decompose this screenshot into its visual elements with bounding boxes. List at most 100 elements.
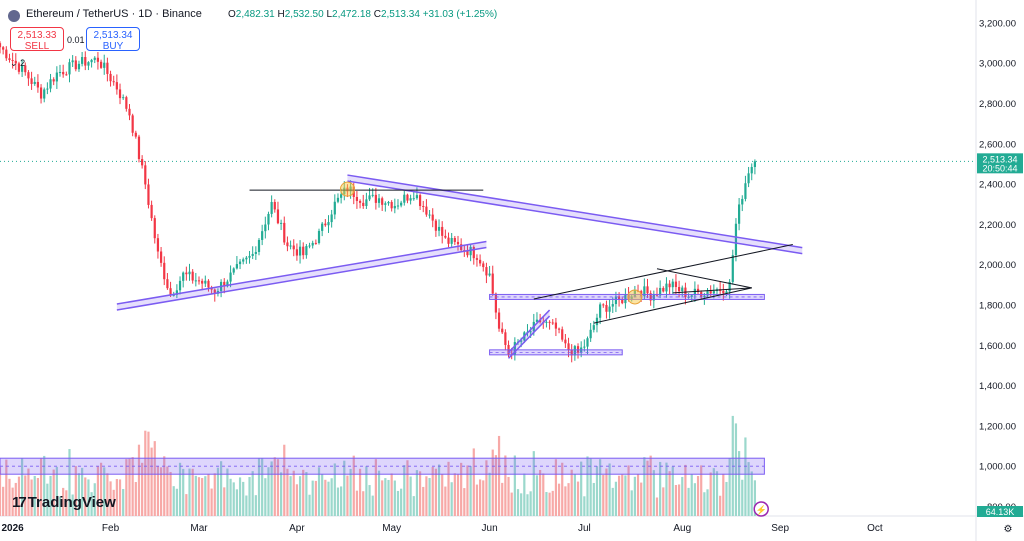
volume-bar bbox=[99, 462, 103, 516]
volume-bar bbox=[744, 437, 747, 516]
volume-bar bbox=[77, 473, 81, 516]
volume-bar bbox=[400, 488, 403, 516]
volume-bar bbox=[358, 468, 362, 516]
volume-bar bbox=[684, 464, 687, 516]
volume-bar bbox=[412, 496, 415, 516]
volume-bar bbox=[384, 478, 387, 516]
channel-fill bbox=[508, 310, 550, 359]
volume-bar bbox=[510, 492, 513, 516]
candle-body bbox=[608, 306, 611, 312]
volume-bar bbox=[340, 486, 343, 516]
y-tick-label: 1,800.00 bbox=[979, 301, 1016, 312]
volume-bar bbox=[633, 476, 636, 516]
volume-bar bbox=[677, 484, 681, 516]
candle-body bbox=[444, 235, 447, 238]
candle-body bbox=[646, 286, 649, 294]
volume-bar bbox=[153, 441, 156, 516]
candle-body bbox=[336, 197, 340, 202]
volume-bar bbox=[640, 482, 643, 516]
y-tick-label: 2,000.00 bbox=[979, 260, 1016, 271]
candle-body bbox=[567, 343, 570, 350]
volume-bar bbox=[17, 476, 21, 516]
volume-bar bbox=[74, 466, 77, 516]
candle-body bbox=[738, 204, 741, 224]
volume-bar bbox=[741, 479, 744, 516]
candle-body bbox=[77, 63, 81, 70]
volume-bar bbox=[261, 458, 264, 516]
volume-bar bbox=[137, 444, 141, 516]
candle-body bbox=[456, 241, 460, 245]
volume-bar bbox=[210, 488, 213, 516]
volume-bar bbox=[377, 470, 381, 516]
volume-bar bbox=[696, 476, 700, 516]
volume-bar bbox=[327, 481, 330, 516]
symbol-title[interactable]: Ethereum / TetherUS · 1D · Binance bbox=[26, 8, 202, 20]
volume-bar bbox=[93, 483, 96, 516]
candle-body bbox=[592, 325, 595, 330]
volume-bar bbox=[52, 469, 55, 516]
volume-bar bbox=[693, 483, 696, 516]
candle-body bbox=[84, 57, 87, 66]
candle-body bbox=[295, 249, 299, 256]
candle-body bbox=[49, 79, 52, 89]
candle-body bbox=[71, 60, 74, 63]
volume-bar bbox=[491, 449, 494, 516]
candle-body bbox=[425, 206, 428, 215]
volume-bar bbox=[223, 487, 226, 516]
volume-bar bbox=[248, 476, 251, 516]
volume-bar bbox=[494, 455, 498, 516]
volume-bar bbox=[374, 459, 377, 516]
volume-bar bbox=[0, 467, 2, 516]
volume-bar bbox=[456, 474, 460, 516]
candle-body bbox=[355, 196, 359, 201]
candle-body bbox=[422, 206, 425, 208]
candle-body bbox=[191, 271, 194, 281]
tradingview-logo[interactable]: 17 TradingView bbox=[12, 494, 116, 511]
volume-bar bbox=[24, 475, 27, 516]
volume-bar bbox=[434, 468, 437, 516]
candle-body bbox=[415, 195, 419, 199]
volume-bar bbox=[197, 477, 201, 516]
candle-body bbox=[55, 72, 58, 82]
volume-bar bbox=[49, 475, 52, 516]
volume-bar bbox=[68, 449, 71, 516]
event-marker-icon bbox=[339, 181, 355, 197]
candle-body bbox=[169, 288, 172, 296]
candle-body bbox=[655, 294, 659, 296]
candle-body bbox=[460, 244, 463, 251]
volume-bar bbox=[2, 486, 5, 516]
volume-bar bbox=[333, 463, 336, 516]
volume-bar bbox=[700, 465, 703, 516]
volume-bar bbox=[475, 484, 479, 516]
volume-bar bbox=[453, 473, 456, 516]
volume-bar bbox=[636, 474, 640, 516]
trend-line bbox=[656, 268, 752, 289]
candle-body bbox=[387, 201, 390, 204]
candle-body bbox=[406, 194, 409, 201]
candle-body bbox=[93, 57, 96, 60]
volume-bar bbox=[182, 468, 185, 516]
candle-body bbox=[365, 199, 368, 207]
candle-body bbox=[207, 280, 210, 288]
volume-bar bbox=[245, 495, 248, 516]
volume-bar bbox=[557, 483, 561, 516]
candle-body bbox=[178, 280, 182, 291]
volume-bar bbox=[330, 478, 333, 516]
volume-bar bbox=[643, 457, 646, 516]
volume-bar bbox=[728, 457, 731, 516]
volume-bar bbox=[747, 462, 750, 516]
volume-bar bbox=[257, 458, 261, 516]
trend-line bbox=[533, 244, 793, 300]
volume-bar bbox=[570, 469, 573, 516]
candle-body bbox=[46, 88, 49, 90]
volume-bar bbox=[671, 466, 674, 516]
candle-body bbox=[437, 226, 441, 231]
buy-button[interactable]: 2,513.34 BUY bbox=[86, 27, 140, 52]
lots-selector[interactable]: ⌄ 2 bbox=[10, 58, 26, 68]
volume-bar bbox=[368, 485, 371, 516]
volume-bar bbox=[482, 480, 485, 516]
sell-button[interactable]: 2,513.33 SELL bbox=[10, 27, 64, 52]
volume-bar bbox=[583, 496, 586, 516]
